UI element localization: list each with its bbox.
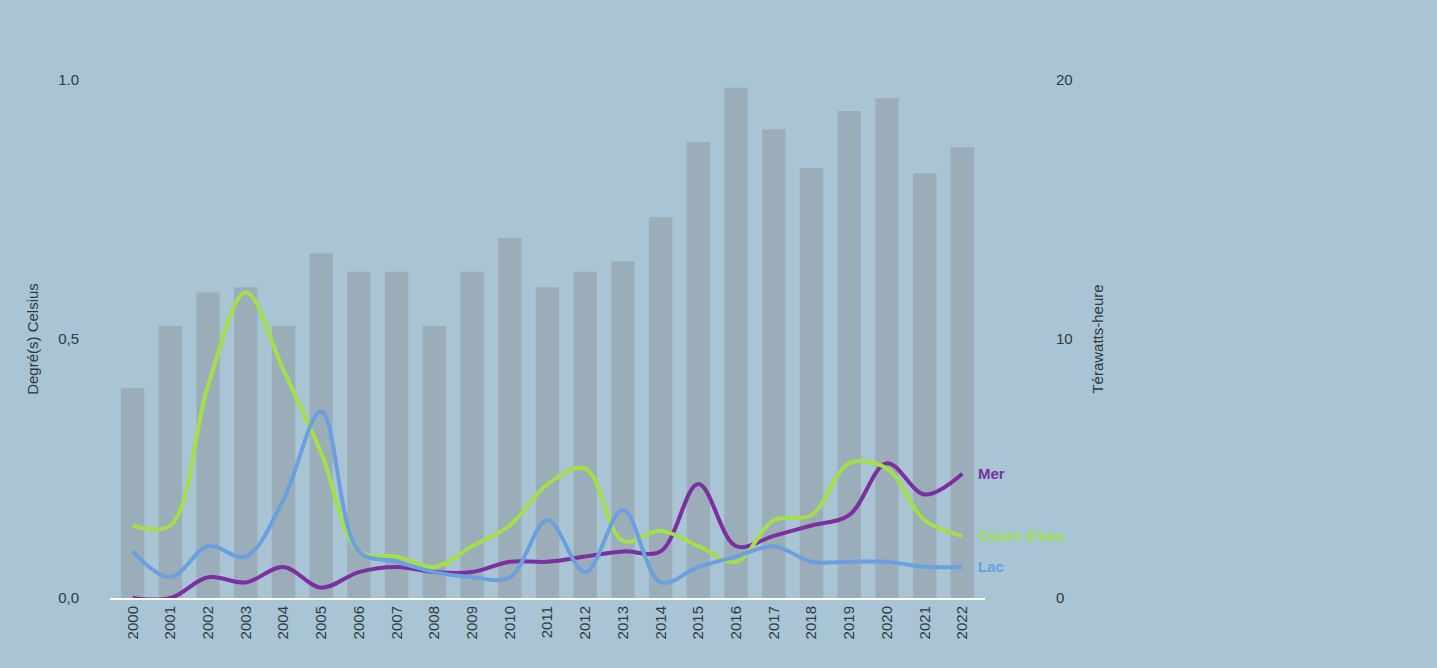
svg-text:10: 10 — [1056, 330, 1073, 347]
svg-text:2013: 2013 — [614, 606, 631, 639]
svg-text:1.0: 1.0 — [58, 71, 79, 88]
svg-text:2021: 2021 — [916, 606, 933, 639]
svg-text:2002: 2002 — [199, 606, 216, 639]
svg-text:2020: 2020 — [878, 606, 895, 639]
svg-text:2014: 2014 — [652, 606, 669, 639]
svg-text:0,5: 0,5 — [58, 330, 79, 347]
svg-text:Mer: Mer — [978, 465, 1005, 482]
svg-text:2019: 2019 — [840, 606, 857, 639]
svg-text:2007: 2007 — [388, 606, 405, 639]
svg-text:2018: 2018 — [802, 606, 819, 639]
svg-text:2000: 2000 — [124, 606, 141, 639]
svg-text:2001: 2001 — [161, 606, 178, 639]
svg-text:2004: 2004 — [274, 606, 291, 639]
svg-text:2009: 2009 — [463, 606, 480, 639]
svg-text:2022: 2022 — [953, 606, 970, 639]
svg-text:2005: 2005 — [312, 606, 329, 639]
svg-text:0,0: 0,0 — [58, 589, 79, 606]
svg-text:Cours d'eau: Cours d'eau — [978, 527, 1064, 544]
svg-text:2006: 2006 — [350, 606, 367, 639]
svg-text:0: 0 — [1056, 589, 1064, 606]
svg-text:Térawatts-heure: Térawatts-heure — [1089, 284, 1106, 393]
svg-text:2010: 2010 — [501, 606, 518, 639]
svg-text:2012: 2012 — [576, 606, 593, 639]
svg-text:2017: 2017 — [765, 606, 782, 639]
svg-text:2008: 2008 — [425, 606, 442, 639]
svg-text:20: 20 — [1056, 71, 1073, 88]
svg-text:2011: 2011 — [538, 606, 555, 638]
svg-text:2016: 2016 — [727, 606, 744, 639]
svg-text:2015: 2015 — [689, 606, 706, 639]
svg-text:2003: 2003 — [237, 606, 254, 639]
svg-text:Degré(s) Celsius: Degré(s) Celsius — [24, 283, 41, 395]
svg-text:Lac: Lac — [978, 558, 1004, 575]
